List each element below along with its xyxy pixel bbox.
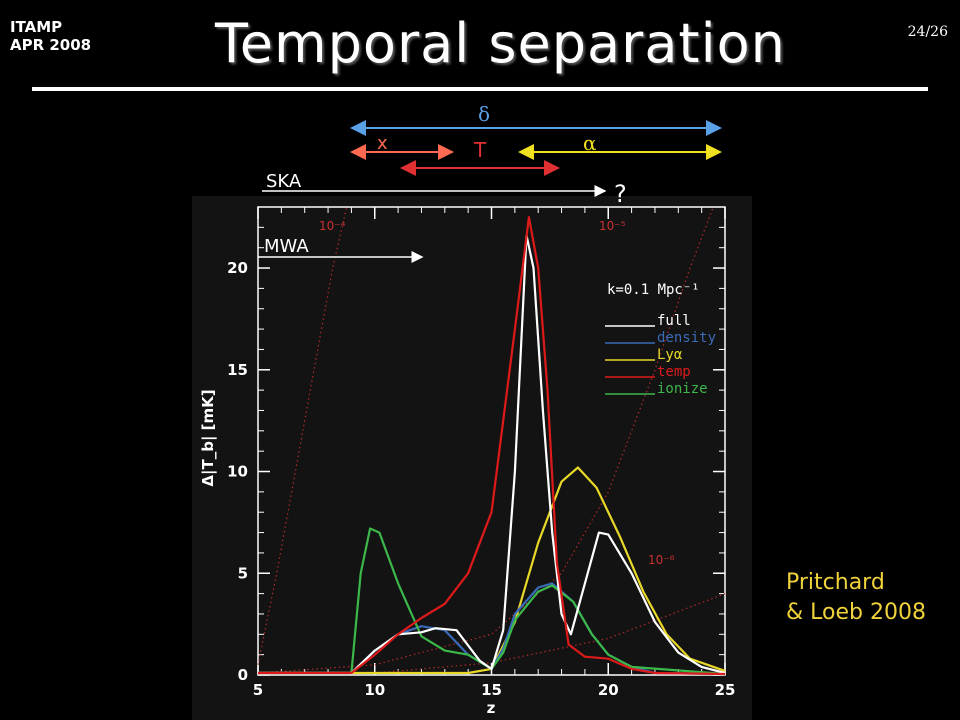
plot-panel: [192, 196, 752, 720]
legend-entry: ionize: [657, 381, 708, 397]
series-line-ionize: [258, 527, 726, 676]
plot-frame: [257, 206, 726, 676]
series-line-density: [258, 582, 726, 676]
conference-date: APR 2008: [10, 36, 92, 54]
citation-rest: & Loeb 2008: [786, 600, 926, 625]
x-tick-label: 5: [253, 681, 263, 699]
legend-entry: Lyα: [657, 347, 683, 363]
iso-curve: [257, 206, 348, 665]
y-tick-label: 5: [238, 564, 248, 582]
legend-entry: density: [657, 330, 716, 346]
x-axis-label: z: [487, 699, 496, 717]
data-series: [258, 216, 726, 676]
iso-curve-label: 10⁻⁵: [599, 219, 626, 233]
y-tick-label: 15: [227, 361, 248, 379]
conference-label: ITAMP APR 2008: [10, 18, 91, 54]
alpha-label: α: [583, 131, 597, 155]
mwa-label: MWA: [264, 236, 309, 257]
x-tick-label: 25: [715, 681, 736, 699]
iso-curve-label: 10⁻⁴: [319, 219, 346, 233]
y-tick-label: 0: [238, 666, 248, 684]
legend-entry: full: [657, 313, 691, 329]
series-line-ly: [258, 466, 726, 675]
legend-title: k=0.1 Mpc⁻¹: [607, 282, 700, 298]
citation-authors: Pritchard: [786, 570, 885, 595]
ska-question-mark: ?: [614, 180, 627, 208]
legend-entry: temp: [657, 364, 691, 380]
series-line-full: [258, 234, 726, 675]
page-number: 24/26: [907, 24, 948, 40]
y-tick-label: 20: [227, 259, 248, 277]
x-tick-label: 15: [481, 681, 502, 699]
iso-curve: [257, 593, 726, 675]
y-axis-label: Δ|T_b| [mK]: [199, 389, 218, 486]
x-tick-label: 20: [598, 681, 619, 699]
x-tick-label: 10: [364, 681, 385, 699]
iso-curve-label: 10⁻⁶: [648, 553, 675, 567]
T-label: T: [473, 138, 487, 162]
series-line-temp: [258, 216, 726, 676]
delta-label: δ: [478, 102, 490, 126]
iso-curves: 10⁻⁴ 10⁻⁵ 10⁻⁶: [257, 206, 726, 675]
x-label: x: [377, 133, 388, 154]
ska-label: SKA: [266, 171, 302, 192]
citation: Pritchard & Loeb 2008: [786, 568, 926, 628]
conference-name: ITAMP: [10, 18, 63, 36]
slide-title: Temporal separation: [215, 12, 786, 75]
iso-curve: [257, 206, 714, 674]
y-tick-label: 10: [227, 463, 248, 481]
title-underline: [32, 87, 928, 91]
